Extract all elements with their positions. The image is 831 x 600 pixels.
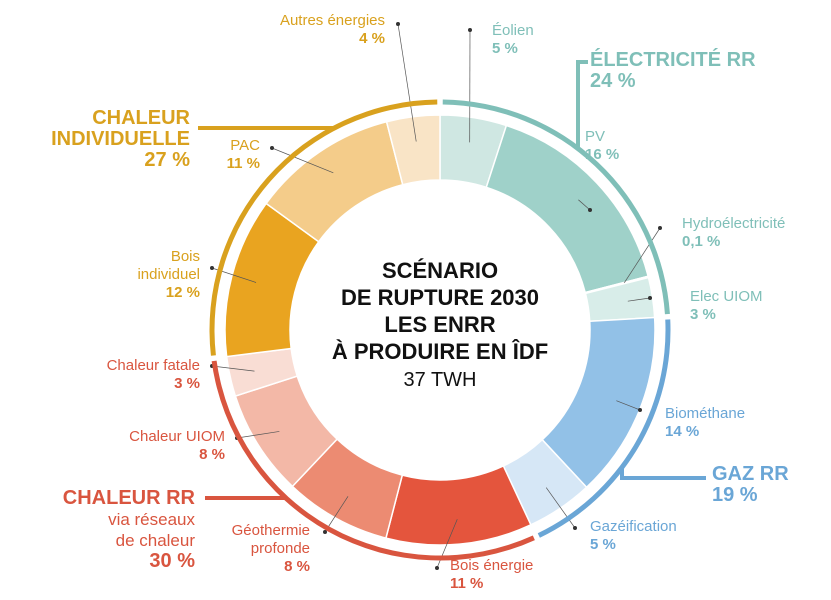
segment-name: Chaleur fatale (106, 357, 200, 374)
group-name: CHALEUR RR (62, 487, 195, 509)
segment-value: 5 % (492, 40, 518, 57)
segment-label: Biométhane 14 % (665, 405, 745, 441)
center-title: DE RUPTURE 2030 (341, 285, 539, 310)
segment-value: 14 % (665, 423, 700, 440)
leader-dot (468, 28, 472, 32)
segment-label: Chaleur fatale 3 % (107, 357, 200, 393)
segment-label: PV 16 % (585, 128, 619, 164)
donut-segment (485, 124, 650, 294)
donut-segment (385, 114, 441, 186)
leader-line (578, 199, 591, 211)
segment-name: Biométhane (665, 405, 746, 422)
leader-dot (648, 296, 652, 300)
leader-line (623, 227, 661, 284)
segment-value: 4 % (359, 30, 385, 47)
leader-line (397, 23, 417, 142)
center-title: À PRODUIRE EN ÎDF (332, 339, 548, 364)
segment-label: Hydroélectricité 0,1 % (682, 215, 785, 251)
segment-label: Elec UIOM 3 % (690, 288, 763, 324)
segment-value: 11 % (226, 155, 260, 172)
segment-name: Bois énergie (450, 557, 534, 574)
segment-label: Géothermie profonde 8 % (210, 522, 310, 576)
leader-dot (210, 266, 214, 270)
group-label: GAZ RR 19 % (712, 464, 789, 506)
group-name: ÉLECTRICITÉ RR (590, 49, 756, 71)
leader-dot (396, 22, 400, 26)
segment-name: Chaleur UIOM (129, 428, 225, 445)
segment-name: Éolien (492, 22, 534, 39)
leader-dot (270, 146, 274, 150)
segment-name: PV (585, 128, 606, 145)
group-value: 27 % (144, 149, 190, 171)
leader-dot (658, 226, 662, 230)
leader-line (545, 487, 576, 529)
leader-line (271, 147, 334, 174)
leader-dot (323, 530, 327, 534)
group-label: CHALEUR RR via réseaux de chaleur 30 % (63, 488, 195, 572)
segment-label: PAC 11 % (227, 137, 260, 173)
segment-value: 0,1 % (682, 233, 721, 250)
segment-label: Gazéification 5 % (590, 518, 677, 554)
segment-value: 12 % (165, 284, 200, 301)
segment-name: Elec UIOM (690, 288, 763, 305)
segment-label: Autres énergies 4 % (280, 12, 385, 48)
segment-label: Chaleur UIOM 8 % (129, 428, 225, 464)
group-name: GAZ RR (712, 463, 789, 485)
group-name: CHALEUR INDIVIDUELLE (51, 107, 190, 150)
center-title: SCÉNARIO (382, 258, 498, 283)
segment-label: Éolien 5 % (492, 22, 534, 58)
leader-dot (573, 526, 577, 530)
segment-value: 5 % (590, 536, 616, 553)
group-value: 19 % (712, 484, 758, 506)
segment-name: Géothermie profonde (231, 522, 310, 557)
segment-value: 8 % (199, 446, 225, 463)
leader-dot (435, 566, 439, 570)
segment-name: Gazéification (590, 518, 677, 535)
segment-value: 3 % (174, 375, 200, 392)
leader-line (236, 431, 280, 439)
group-label: ÉLECTRICITÉ RR 24 % (590, 50, 756, 92)
leader-line (324, 496, 349, 533)
leader-dot (588, 208, 592, 212)
segment-value: 3 % (690, 306, 716, 323)
segment-name: PAC (230, 137, 260, 154)
segment-value: 11 % (450, 575, 484, 592)
leader-line (627, 297, 651, 302)
segment-label: Bois individuel 12 % (125, 248, 200, 302)
group-label: CHALEUR INDIVIDUELLE 27 % (0, 108, 190, 171)
segment-name: Bois individuel (137, 248, 200, 283)
segment-value: 16 % (585, 146, 620, 163)
segment-value: 8 % (284, 558, 310, 575)
center-subtitle: 37 TWH (404, 369, 477, 391)
segment-name: Autres énergies (279, 12, 385, 29)
leader-line (616, 400, 641, 411)
group-subtitle: via réseaux de chaleur (108, 510, 195, 550)
segment-name: Hydroélectricité (682, 215, 786, 232)
leader-dot (638, 408, 642, 412)
group-value: 24 % (590, 70, 636, 92)
group-leader (576, 60, 588, 149)
segment-label: Bois énergie 11 % (450, 557, 533, 593)
leader-line (211, 365, 255, 372)
group-value: 30 % (149, 550, 195, 572)
donut-segment (385, 464, 532, 546)
group-arc (537, 319, 671, 538)
group-leader (620, 467, 706, 480)
center-title: LES ENRR (384, 312, 495, 337)
